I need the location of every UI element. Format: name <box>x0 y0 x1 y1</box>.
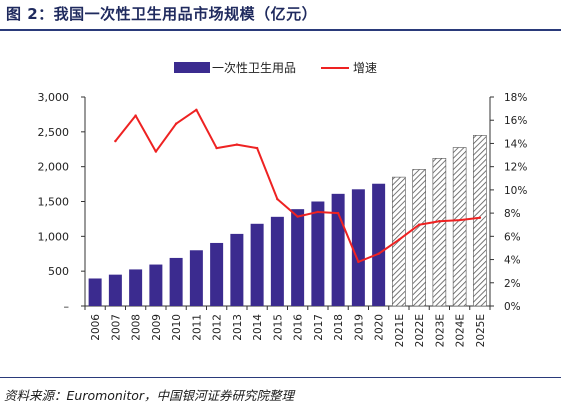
growth-point <box>458 218 461 222</box>
x-tick-label: 2016 <box>293 314 305 341</box>
bar <box>189 250 203 306</box>
growth-point <box>154 150 158 153</box>
growth-point <box>215 146 218 150</box>
source-note: 资料来源：Euromonitor，中国银河证券研究院整理 <box>4 388 295 403</box>
x-tick-label: 2018 <box>333 314 345 341</box>
legend-label-bar: 一次性卫生用品 <box>212 61 296 75</box>
x-tick-label: 2013 <box>232 314 244 341</box>
bar <box>88 278 102 306</box>
growth-point <box>255 146 259 150</box>
growth-point <box>397 238 401 242</box>
bar <box>129 269 143 306</box>
x-tick-label: 2024E <box>455 314 467 347</box>
forecast-bar <box>392 176 406 307</box>
x-tick-label: 2017 <box>313 314 325 341</box>
growth-point <box>438 220 441 223</box>
left-tick-label: 2,500 <box>38 126 70 139</box>
bar <box>372 183 386 306</box>
left-tick-label: 2,000 <box>38 161 70 174</box>
bar <box>351 189 365 306</box>
x-tick-label: 2012 <box>212 314 224 341</box>
figure-title: 图 2：我国一次性卫生用品市场规模（亿元） <box>6 5 318 23</box>
growth-point <box>195 108 198 111</box>
left-tick-label: 1,000 <box>38 230 70 243</box>
left-tick-label: 1,500 <box>38 196 70 209</box>
bar <box>169 257 183 306</box>
growth-point <box>134 114 137 117</box>
bar-series <box>88 135 487 307</box>
growth-point <box>174 122 178 125</box>
right-tick-label: 14% <box>504 138 527 150</box>
left-tick-label: 3,000 <box>38 91 70 104</box>
growth-point <box>417 223 421 226</box>
forecast-bar <box>412 169 426 307</box>
x-tick-label: 2014 <box>252 314 264 341</box>
growth-point <box>296 215 299 218</box>
x-tick-label: 2020 <box>374 314 386 341</box>
bar <box>230 233 244 306</box>
right-tick-label: 0% <box>504 301 521 313</box>
bar <box>270 216 284 306</box>
x-tick-label: 2009 <box>151 314 163 341</box>
left-tick-label: 500 <box>48 265 69 278</box>
x-tick-label: 2008 <box>131 314 143 341</box>
bar <box>149 264 163 306</box>
growth-point <box>114 139 117 143</box>
x-tick-label: 2007 <box>110 314 122 341</box>
right-tick-label: 2% <box>504 278 521 290</box>
x-tick-label: 2025E <box>475 314 487 347</box>
right-tick-label: 18% <box>504 92 527 104</box>
right-tick-label: 4% <box>504 255 521 267</box>
x-tick-label: 2021E <box>394 314 406 347</box>
footer-rule <box>0 377 561 378</box>
chart-legend: 一次性卫生用品 增速 <box>174 61 377 75</box>
bar <box>291 209 305 306</box>
right-tick-label: 6% <box>504 231 521 243</box>
x-tick-label: 2019 <box>353 314 365 341</box>
x-tick-label: 2015 <box>272 314 284 341</box>
x-tick-label: 2023E <box>434 314 446 347</box>
bar <box>331 193 345 306</box>
legend-swatch-bar <box>174 62 210 73</box>
forecast-bar <box>473 135 487 307</box>
forecast-bar <box>432 158 447 307</box>
growth-point <box>316 210 320 214</box>
bar <box>210 242 224 306</box>
left-tick-label: – <box>64 300 70 313</box>
growth-line-series <box>114 108 482 264</box>
x-tick-label: 2022E <box>414 314 426 347</box>
growth-point <box>377 252 380 255</box>
growth-point <box>478 216 482 219</box>
title-rule <box>0 29 561 31</box>
bar <box>311 201 325 306</box>
growth-point <box>336 211 340 215</box>
x-tick-label: 2006 <box>90 314 102 341</box>
growth-point <box>235 143 239 146</box>
right-tick-label: 8% <box>504 208 521 220</box>
x-tick-label: 2010 <box>171 314 183 341</box>
bar <box>108 274 122 306</box>
right-tick-label: 10% <box>504 185 527 197</box>
forecast-bar <box>452 147 467 307</box>
bar <box>250 223 264 306</box>
right-tick-label: 12% <box>504 162 527 174</box>
growth-point <box>276 197 279 201</box>
legend-label-line: 增速 <box>353 61 377 75</box>
x-tick-label: 2011 <box>191 314 203 341</box>
growth-point <box>357 260 360 264</box>
right-tick-label: 16% <box>504 115 527 127</box>
